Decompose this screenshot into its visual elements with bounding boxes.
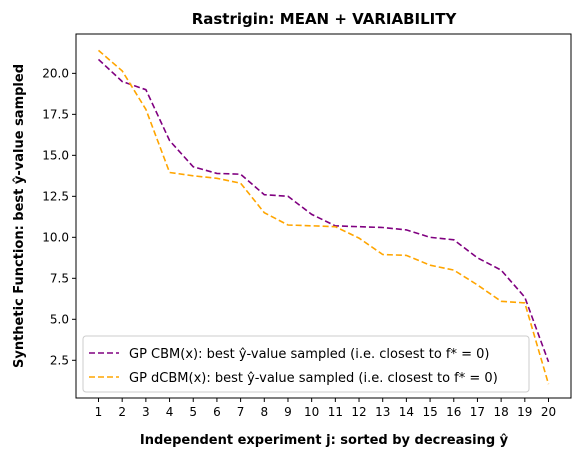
x-tick-label: 5	[189, 405, 197, 419]
legend-box	[82, 335, 530, 393]
x-tick-label: 1	[95, 405, 103, 419]
x-axis-label: Independent experiment j: sorted by decr…	[140, 433, 509, 448]
legend: GP CBM(x): best ŷ-value sampled (i.e. cl…	[82, 335, 530, 393]
x-tick-label: 13	[375, 405, 390, 419]
x-tick-label: 6	[213, 405, 221, 419]
x-axis: 1 2 3 4 5 6 7 8 9 10 11 12 13 14 15 16 17 18 19 20	[95, 398, 556, 419]
plot-area	[97, 49, 550, 385]
series-line-1	[97, 58, 550, 363]
y-tick-label: 12.5	[42, 189, 69, 203]
y-tick-label: 10.0	[42, 230, 69, 244]
legend-entry-1: GP CBM(x): best ŷ-value sampled (i.e. cl…	[129, 347, 490, 362]
y-tick-label: 7.5	[50, 271, 69, 285]
x-tick-label: 14	[399, 405, 414, 419]
y-axis-label: Synthetic Function: best ŷ-value sampled	[12, 64, 27, 368]
y-axis: 2.5 5.0 7.5 10.0 12.5 15.0 17.5 20.0	[42, 66, 76, 367]
x-tick-label: 16	[446, 405, 461, 419]
x-tick-label: 9	[284, 405, 292, 419]
chart-title: Rastrigin: MEAN + VARIABILITY	[192, 10, 458, 28]
x-tick-label: 11	[328, 405, 343, 419]
y-tick-label: 5.0	[50, 312, 69, 326]
x-tick-label: 18	[493, 405, 508, 419]
x-tick-label: 20	[541, 405, 556, 419]
x-tick-label: 8	[260, 405, 268, 419]
x-tick-label: 17	[470, 405, 485, 419]
y-tick-label: 2.5	[50, 353, 69, 367]
x-tick-label: 7	[237, 405, 245, 419]
x-tick-label: 4	[166, 405, 174, 419]
y-tick-label: 17.5	[42, 107, 69, 121]
x-tick-label: 2	[118, 405, 126, 419]
x-tick-label: 12	[351, 405, 366, 419]
y-tick-label: 15.0	[42, 148, 69, 162]
x-tick-label: 19	[517, 405, 532, 419]
x-tick-label: 3	[142, 405, 150, 419]
legend-entry-2: GP dCBM(x): best ŷ-value sampled (i.e. c…	[129, 371, 498, 386]
series-line-2	[97, 49, 550, 385]
x-tick-label: 10	[304, 405, 319, 419]
plot-frame	[75, 33, 572, 399]
y-tick-label: 20.0	[42, 66, 69, 80]
x-tick-label: 15	[422, 405, 437, 419]
